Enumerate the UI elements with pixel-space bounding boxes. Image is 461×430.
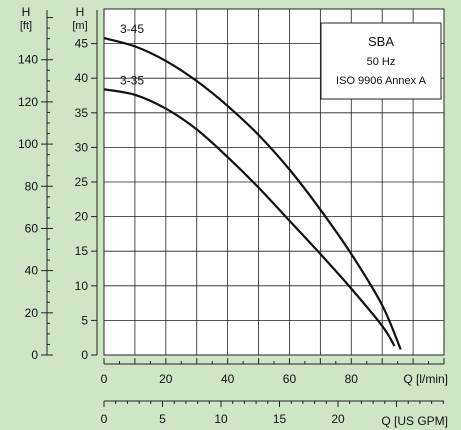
curve-label-3-35: 3-35 xyxy=(120,73,144,87)
x-axis-lmin-tick-label: 80 xyxy=(345,372,359,386)
legend-box: SBA 50 Hz ISO 9906 Annex A xyxy=(320,22,442,100)
y-axis-m-tick-label: 20 xyxy=(75,210,89,224)
y-axis-m-tick-label: 35 xyxy=(75,106,89,120)
x-axis-gpm-tick-label: 15 xyxy=(273,412,287,426)
curves: 3-45 3-35 xyxy=(103,22,402,350)
x-axis-lmin-tick-label: 60 xyxy=(283,372,297,386)
legend-title: SBA xyxy=(368,34,394,49)
y-axis-ft-tick-label: 0 xyxy=(31,348,38,362)
y-axis-ft-tick-label: 80 xyxy=(25,179,39,193)
y-axis-m-tick-label: 5 xyxy=(81,313,88,327)
y-axis-ft-tick-label: 20 xyxy=(25,306,39,320)
curve-3-45 xyxy=(103,37,402,350)
y-axis-m-tick-label: 45 xyxy=(75,37,89,51)
y-axis-ft-tick-label: 40 xyxy=(25,264,39,278)
y-axis-ft: 0 20 40 60 80 100 120 140 xyxy=(18,10,53,362)
x-axis-lmin-tick-label: 40 xyxy=(221,372,235,386)
y-axis-ft-title: H xyxy=(22,5,31,19)
x-axis-gpm-tick-label: 20 xyxy=(331,412,345,426)
x-axis-lmin-label: Q [l/min] xyxy=(403,372,448,386)
curve-label-3-45: 3-45 xyxy=(120,22,144,36)
x-axis-gpm-tick-label: 10 xyxy=(214,412,228,426)
legend-frequency: 50 Hz xyxy=(367,56,396,68)
y-axis-m-unit: [m] xyxy=(72,20,87,32)
y-axis-m-title: H xyxy=(76,5,85,19)
y-axis-m-tick-label: 40 xyxy=(75,71,89,85)
y-axis-m-tick-label: 30 xyxy=(75,140,89,154)
y-axis-m-tick-label: 25 xyxy=(75,175,89,189)
y-axis-m-tick-label: 0 xyxy=(81,348,88,362)
y-axis-ft-tick-label: 60 xyxy=(25,221,39,235)
x-axis-gpm-tick-label: 0 xyxy=(101,412,108,426)
y-axis-m-tick-label: 15 xyxy=(75,244,89,258)
y-axis-m: 0 5 10 15 20 25 30 35 40 45 xyxy=(75,10,98,362)
curve-3-35 xyxy=(103,88,396,347)
y-axis-ft-tick-label: 140 xyxy=(18,53,38,67)
y-axis-ft-tick-label: 120 xyxy=(18,95,38,109)
y-axis-m-tick-label: 10 xyxy=(75,279,89,293)
x-axis-lmin-tick-label: 0 xyxy=(101,372,108,386)
x-axis-lmin-tick-label: 20 xyxy=(159,372,173,386)
x-axis-gpm: 0 5 10 15 20 xyxy=(101,400,444,426)
y-axis-ft-unit: [ft] xyxy=(20,20,32,32)
y-axis-ft-tick-label: 100 xyxy=(18,137,38,151)
x-axis-gpm-tick-label: 5 xyxy=(159,412,166,426)
legend-standard: ISO 9906 Annex A xyxy=(336,75,427,87)
x-axis-gpm-label: Q [US GPM] xyxy=(381,414,448,428)
x-axis-lmin: 0 20 40 60 80 xyxy=(101,358,445,386)
grid xyxy=(104,9,444,355)
